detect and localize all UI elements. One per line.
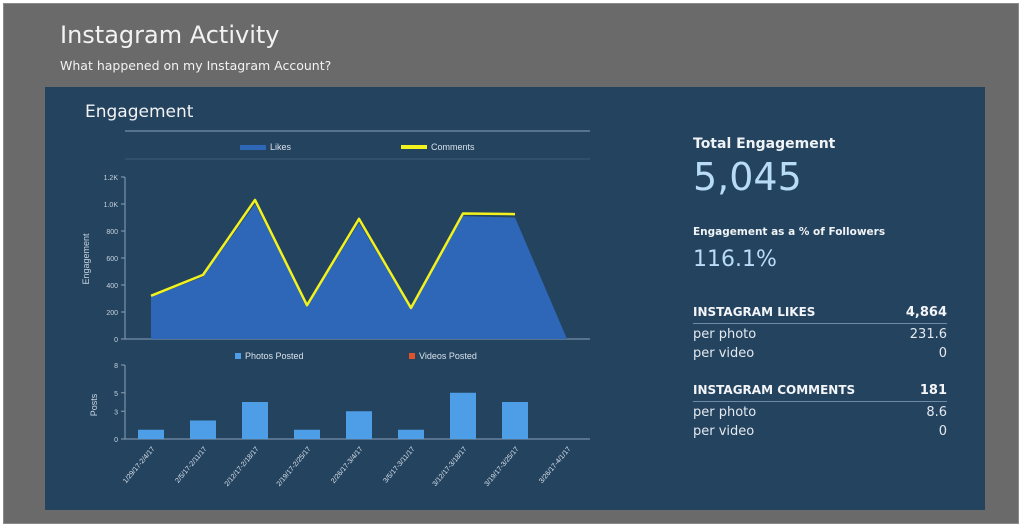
x-tick-label: 3/5/17-3/11/17 bbox=[382, 446, 416, 485]
engagement-charts: Likes Comments Engagement 0 200 400 600 800 1… bbox=[81, 130, 590, 488]
legend-likes-swatch bbox=[240, 145, 266, 150]
comments-per-video-row: per video 0 bbox=[693, 424, 947, 439]
likes-divider bbox=[693, 323, 947, 324]
legend-likes-label: Likes bbox=[270, 142, 292, 152]
comments-per-photo-value: 8.6 bbox=[926, 405, 947, 420]
x-tick-label: 3/19/17-3/25/17 bbox=[484, 446, 521, 488]
comments-per-photo-label: per photo bbox=[693, 405, 757, 420]
total-engagement-label: Total Engagement bbox=[693, 136, 836, 152]
legend-comments-label: Comments bbox=[431, 142, 475, 152]
photos-bar bbox=[190, 420, 216, 439]
comments-divider bbox=[693, 401, 947, 402]
comments-per-photo-row: per photo 8.6 bbox=[693, 405, 947, 420]
engagement-pct-label: Engagement as a % of Followers bbox=[693, 226, 886, 238]
comments-value: 181 bbox=[919, 383, 947, 398]
x-tick-label: 3/26/17-4/1/17 bbox=[538, 446, 572, 485]
engagement-axis-label: Engagement bbox=[81, 233, 91, 285]
legend-comments-swatch bbox=[401, 145, 427, 149]
posts-bar-chart: 0 3 5 8 bbox=[114, 363, 590, 444]
likes-value: 4,864 bbox=[905, 305, 947, 320]
engagement-panel: Engagement Likes Comments Engagement 0 20… bbox=[45, 87, 985, 510]
x-tick-label: 2/5/17-2/11/17 bbox=[174, 446, 208, 485]
likes-per-video-label: per video bbox=[693, 346, 755, 361]
posts-y-tick-label: 8 bbox=[114, 363, 118, 370]
engagement-y-tick-label: 1.2K bbox=[104, 175, 119, 182]
likes-per-video-row: per video 0 bbox=[693, 346, 947, 361]
engagement-title: Engagement bbox=[85, 102, 194, 122]
x-tick-label: 2/19/17-2/25/17 bbox=[276, 446, 313, 488]
posts-axis-label: Posts bbox=[89, 393, 99, 416]
photos-bar bbox=[502, 402, 528, 439]
legend-photos-label: Photos Posted bbox=[245, 351, 304, 361]
photos-bar bbox=[398, 429, 424, 439]
total-engagement-value: 5,045 bbox=[693, 155, 802, 199]
x-tick-label: 3/12/17-3/18/17 bbox=[432, 446, 469, 488]
photos-bar bbox=[294, 429, 320, 439]
comments-label: INSTAGRAM COMMENTS bbox=[693, 383, 856, 397]
posts-y-tick-label: 0 bbox=[114, 437, 118, 444]
engagement-y-tick-label: 800 bbox=[106, 229, 118, 236]
photos-bar bbox=[346, 411, 372, 439]
engagement-y-tick-label: 0 bbox=[114, 337, 118, 344]
x-tick-label: 2/26/17-3/4/17 bbox=[330, 446, 364, 485]
x-axis-labels: 1/29/17-2/4/17 2/5/17-2/11/17 2/12/17-2/18… bbox=[122, 446, 572, 488]
likes-row: INSTAGRAM LIKES 4,864 bbox=[693, 305, 947, 320]
likes-per-photo-row: per photo 231.6 bbox=[693, 327, 947, 342]
legend-videos-swatch bbox=[409, 353, 415, 359]
comments-line bbox=[150, 198, 516, 310]
x-tick-label: 2/12/17-2/18/17 bbox=[224, 446, 261, 488]
comments-row: INSTAGRAM COMMENTS 181 bbox=[693, 383, 947, 398]
photos-bar bbox=[138, 429, 164, 439]
x-tick-label: 1/29/17-2/4/17 bbox=[122, 446, 156, 485]
dashboard-frame: Instagram Activity What happened on my I… bbox=[3, 3, 1019, 524]
engagement-pct-value: 116.1% bbox=[693, 247, 777, 272]
likes-label: INSTAGRAM LIKES bbox=[693, 305, 816, 319]
posts-y-tick-label: 5 bbox=[114, 391, 118, 398]
legend-photos-swatch bbox=[235, 353, 241, 359]
engagement-area-chart: 0 200 400 600 800 1.0K 1.2K bbox=[104, 175, 590, 344]
photos-bar bbox=[242, 402, 268, 439]
page-subtitle: What happened on my Instagram Account? bbox=[60, 58, 332, 73]
likes-area bbox=[151, 204, 567, 339]
photos-bar bbox=[450, 392, 476, 439]
likes-per-video-value: 0 bbox=[938, 346, 947, 361]
engagement-y-tick-label: 1.0K bbox=[104, 202, 119, 209]
legend-videos-label: Videos Posted bbox=[419, 351, 477, 361]
page-title: Instagram Activity bbox=[60, 21, 280, 49]
likes-per-photo-label: per photo bbox=[693, 327, 757, 342]
likes-per-photo-value: 231.6 bbox=[909, 327, 947, 342]
engagement-y-tick-label: 200 bbox=[106, 310, 118, 317]
engagement-y-tick-label: 400 bbox=[106, 283, 118, 290]
posts-y-tick-label: 3 bbox=[114, 409, 118, 416]
comments-per-video-value: 0 bbox=[938, 424, 947, 439]
comments-per-video-label: per video bbox=[693, 424, 755, 439]
engagement-y-tick-label: 600 bbox=[106, 256, 118, 263]
